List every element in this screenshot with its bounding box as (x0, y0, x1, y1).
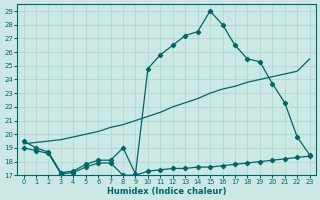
X-axis label: Humidex (Indice chaleur): Humidex (Indice chaleur) (107, 187, 226, 196)
